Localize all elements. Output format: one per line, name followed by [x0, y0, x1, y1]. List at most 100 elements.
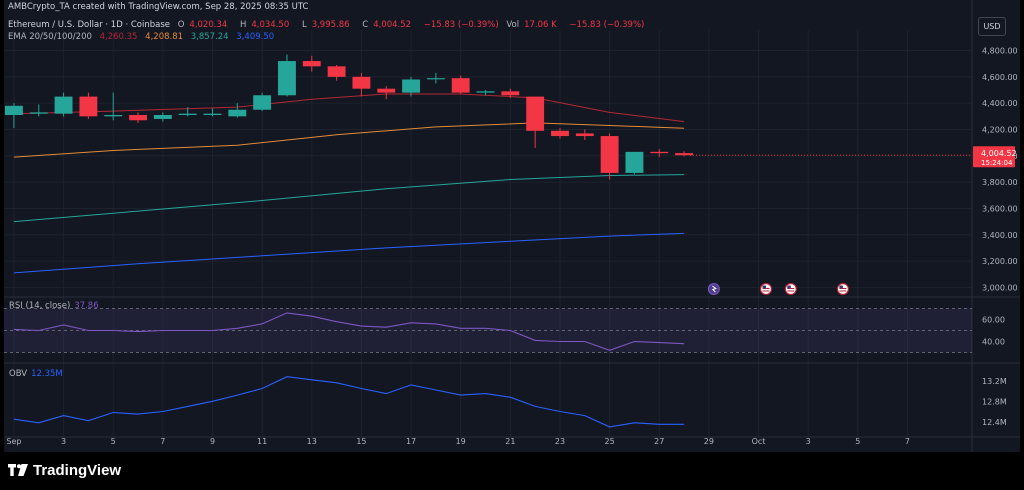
ema-legend[interactable]: EMA 20/50/100/200 4,260.35 4,208.81 3,85… — [8, 32, 279, 42]
crypto-event-icon[interactable] — [707, 283, 720, 295]
ema50-value: 4,208.81 — [145, 32, 184, 42]
candle — [551, 128, 569, 139]
candle-body — [526, 96, 545, 131]
candle-body — [650, 151, 669, 154]
candle — [402, 76, 420, 97]
x-tick-label: 11 — [257, 437, 267, 446]
candle — [650, 149, 669, 158]
open-value: 4,020.34 — [189, 20, 228, 30]
symbol-name[interactable]: Ethereum / U.S. Dollar · 1D · Coinbase — [8, 20, 170, 30]
candle-body — [327, 66, 346, 77]
candle-body — [575, 133, 594, 137]
obv-tick-label: 12.4M — [982, 418, 1007, 427]
candle — [476, 90, 495, 96]
x-tick-label: 15 — [356, 437, 366, 446]
ema200-value: 3,409.50 — [236, 32, 275, 42]
y-tick-label: 3,800.00 — [982, 178, 1018, 187]
candle-body — [4, 105, 23, 116]
x-tick-label: 27 — [654, 437, 664, 446]
candle — [575, 129, 594, 141]
candle — [178, 107, 197, 117]
candle — [253, 92, 272, 112]
candle — [4, 103, 23, 129]
candle-body — [352, 76, 371, 89]
x-tick-label: 23 — [555, 437, 565, 446]
candle-body — [79, 96, 98, 117]
rsi-legend[interactable]: RSI (14, close) 37.86 — [9, 301, 99, 311]
symbol-ohlc-legend[interactable]: Ethereum / U.S. Dollar · 1D · Coinbase O… — [8, 20, 649, 30]
rsi-value: 37.86 — [74, 301, 99, 311]
candle-body — [54, 96, 73, 114]
x-tick-label: 17 — [406, 437, 416, 446]
rsi-panel: 60.00 40.00 — [4, 308, 1005, 353]
candle — [203, 108, 222, 117]
crypto-event-icon-glyph — [711, 285, 717, 293]
candle — [29, 104, 48, 117]
obv-panel: 13.2M 12.8M 12.4M — [13, 376, 1007, 428]
candle — [675, 151, 694, 157]
brand-name: TradingView — [33, 462, 122, 479]
candle — [426, 72, 445, 84]
candle — [352, 72, 371, 97]
y-tick-label: 4,600.00 — [982, 73, 1018, 82]
us-flag-stripe — [787, 290, 795, 292]
candle-body — [426, 78, 445, 80]
x-tick-label: Sep — [6, 437, 21, 446]
candle — [79, 92, 98, 119]
y-tick-label: 3,200.00 — [982, 257, 1018, 266]
open-label: O — [177, 20, 185, 30]
candle-body — [302, 61, 321, 67]
ema-line-200 — [13, 232, 685, 274]
close-label: C — [362, 20, 369, 30]
candle — [129, 112, 147, 123]
candle — [377, 86, 396, 100]
ema-line-50 — [13, 122, 685, 158]
event-icons — [707, 282, 850, 296]
candle-body — [178, 113, 197, 116]
x-tick-label: 13 — [307, 437, 317, 446]
obv-legend[interactable]: OBV 12.35M — [9, 369, 63, 379]
rsi-line — [13, 312, 685, 351]
chart-area[interactable] — [4, 0, 1020, 452]
ema-line-20 — [13, 93, 685, 123]
x-axis: Sep 3 5 7 9 11 13 15 17 19 21 23 25 27 29 Oct 3 5 7 — [6, 437, 910, 446]
tradingview-icon — [8, 464, 28, 476]
candle-body — [625, 151, 644, 173]
us-flag-icon[interactable] — [759, 282, 773, 296]
x-tick-label: 21 — [505, 437, 515, 446]
candle-body — [377, 88, 396, 93]
x-tick-label: 25 — [605, 437, 615, 446]
y-tick-label: 4,200.00 — [982, 125, 1018, 134]
y-tick-label: 3,600.00 — [982, 204, 1018, 213]
candle — [600, 133, 619, 180]
candle-body — [29, 112, 48, 114]
candle — [451, 75, 470, 94]
candle-body — [228, 109, 247, 117]
rsi-title: RSI (14, close) — [9, 301, 71, 311]
price-change: −15.83 (−0.39%) — [423, 20, 499, 30]
footer — [0, 452, 1024, 490]
tradingview-logo: TradingView — [8, 462, 121, 479]
ema-label: EMA 20/50/100/200 — [8, 32, 92, 42]
y-tick-label: 3,400.00 — [982, 231, 1018, 240]
candle — [104, 92, 123, 121]
candle — [327, 65, 346, 81]
us-flag-canton — [787, 285, 791, 289]
us-flag-stripe — [762, 290, 770, 292]
candle — [625, 151, 644, 175]
rsi-tick-label: 60.00 — [982, 316, 1005, 325]
us-flag-icon[interactable] — [784, 282, 797, 296]
x-tick-label: Oct — [752, 437, 766, 446]
us-flag-stripe — [839, 290, 847, 292]
us-flag-icon[interactable] — [836, 282, 850, 296]
low-label: L — [301, 20, 307, 30]
candle-body — [153, 115, 172, 119]
candle-body — [501, 91, 520, 96]
ema20-value: 4,260.35 — [99, 32, 138, 42]
candle — [54, 92, 73, 117]
currency-button[interactable]: USD — [978, 17, 1006, 36]
candle-body — [129, 115, 147, 121]
credit-text: AMBCrypto_TA created with TradingView.co… — [8, 2, 309, 12]
